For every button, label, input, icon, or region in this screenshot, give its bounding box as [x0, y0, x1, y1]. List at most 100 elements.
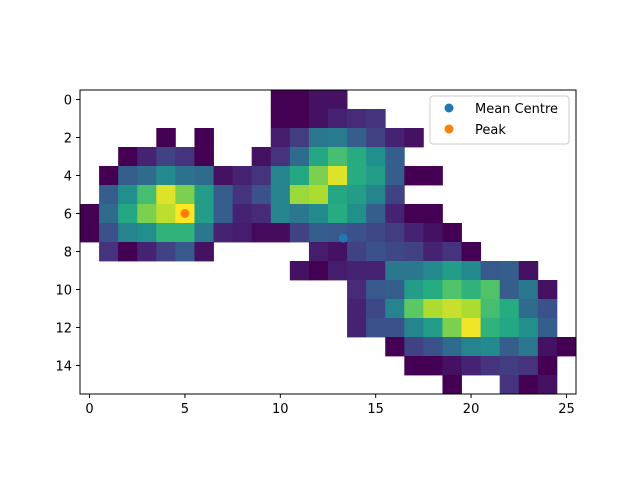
heatmap-cell [289, 185, 310, 205]
heatmap-cell [423, 223, 443, 243]
heatmap-cell [156, 147, 176, 167]
x-tick-label: 25 [558, 402, 575, 417]
heatmap-cell [404, 204, 424, 224]
heatmap-cell [385, 185, 405, 205]
heatmap-cell [537, 337, 558, 357]
heatmap-cell [99, 185, 119, 205]
heatmap-cell [118, 185, 138, 205]
heatmap-cell [366, 128, 386, 148]
heatmap-cell [404, 299, 424, 319]
heatmap-cell [385, 147, 405, 167]
heatmap-cell [347, 280, 367, 300]
heatmap-cell [99, 223, 119, 243]
heatmap-cell [423, 318, 443, 338]
heatmap-cell [156, 223, 176, 243]
heatmap-cell [270, 90, 291, 110]
heatmap-cell [328, 185, 348, 205]
heatmap-cell [308, 90, 329, 110]
heatmap-cell [404, 166, 424, 186]
heatmap-cell [251, 204, 272, 224]
heatmap-cell [385, 204, 405, 224]
heatmap-cell [175, 185, 195, 205]
heatmap-cell [308, 185, 329, 205]
heatmap-cell [366, 261, 386, 281]
heatmap-cell [518, 280, 539, 300]
heatmap-cell [289, 204, 310, 224]
heatmap-cell [232, 223, 253, 243]
heatmap-cell [270, 185, 291, 205]
heatmap-cell [213, 204, 234, 224]
x-tick-label: 15 [367, 402, 384, 417]
heatmap-cell [194, 242, 214, 262]
heatmap-cell [328, 90, 348, 110]
x-tick-label: 5 [181, 402, 189, 417]
heatmap-cell [289, 166, 310, 186]
heatmap-cell [423, 356, 443, 376]
heatmap-cell [194, 166, 214, 186]
heatmap-cell [442, 280, 462, 300]
heatmap-cell [366, 109, 386, 129]
heatmap-cell [423, 280, 443, 300]
y-tick-label: 10 [55, 284, 72, 299]
heatmap-cell [289, 90, 310, 110]
heatmap-cell [404, 128, 424, 148]
heatmap-cell [442, 261, 462, 281]
plot-frame [79, 89, 577, 395]
heatmap-cell [518, 261, 539, 281]
heatmap-cell [251, 185, 272, 205]
heatmap-cell [366, 147, 386, 167]
y-tick-label: 4 [64, 170, 72, 185]
heatmap-cell [442, 223, 462, 243]
heatmap-cell [328, 147, 348, 167]
heatmap-cell [270, 166, 291, 186]
heatmap-cell [347, 318, 367, 338]
heatmap-cell [480, 337, 501, 357]
legend-label-mean-centre: Mean Centre [475, 102, 558, 117]
heatmap-cell [99, 204, 119, 224]
heatmap-cell [232, 166, 253, 186]
heatmap-cell [232, 185, 253, 205]
heatmap-cell [308, 223, 329, 243]
legend-marker-mean-centre [444, 103, 454, 113]
heatmap-cell [194, 128, 214, 148]
heatmap-cell [518, 375, 539, 395]
heatmap-cell [175, 166, 195, 186]
heatmap-cell [404, 337, 424, 357]
heatmap-cell [366, 318, 386, 338]
mean-centre-marker [338, 233, 348, 243]
heatmap-cell [480, 299, 501, 319]
heatmap-cell [385, 223, 405, 243]
heatmap-cell [156, 204, 176, 224]
heatmap-cell [137, 147, 157, 167]
heatmap-cell [289, 223, 310, 243]
heatmap-cell [156, 166, 176, 186]
heatmap-cell [385, 128, 405, 148]
heatmap-cell [289, 147, 310, 167]
heatmap-cell [537, 375, 558, 395]
heatmap-cell [461, 318, 482, 338]
heatmap-cell [137, 223, 157, 243]
x-tick-label: 10 [272, 402, 289, 417]
heatmap-cell [289, 261, 310, 281]
y-tick-label: 6 [64, 208, 72, 223]
heatmap-cell [308, 261, 329, 281]
heatmap-cell [480, 261, 501, 281]
y-tick-label: 14 [55, 360, 72, 375]
heatmap-cell [175, 147, 195, 167]
heatmap-cell [99, 166, 119, 186]
heatmap-cell [442, 318, 462, 338]
heatmap-cell [118, 166, 138, 186]
heatmap-cell [499, 337, 520, 357]
legend-label-peak: Peak [475, 123, 506, 138]
heatmap-cell [99, 242, 119, 262]
heatmap-cell [537, 280, 558, 300]
heatmap-cell [366, 185, 386, 205]
heatmap-cell [137, 166, 157, 186]
heatmap-cell [404, 242, 424, 262]
heatmap-cell [461, 261, 482, 281]
y-tick-label: 2 [64, 132, 72, 147]
heatmap-cell [328, 109, 348, 129]
heatmap-cell [328, 204, 348, 224]
heatmap-cell [232, 204, 253, 224]
heatmap-cell [328, 128, 348, 148]
